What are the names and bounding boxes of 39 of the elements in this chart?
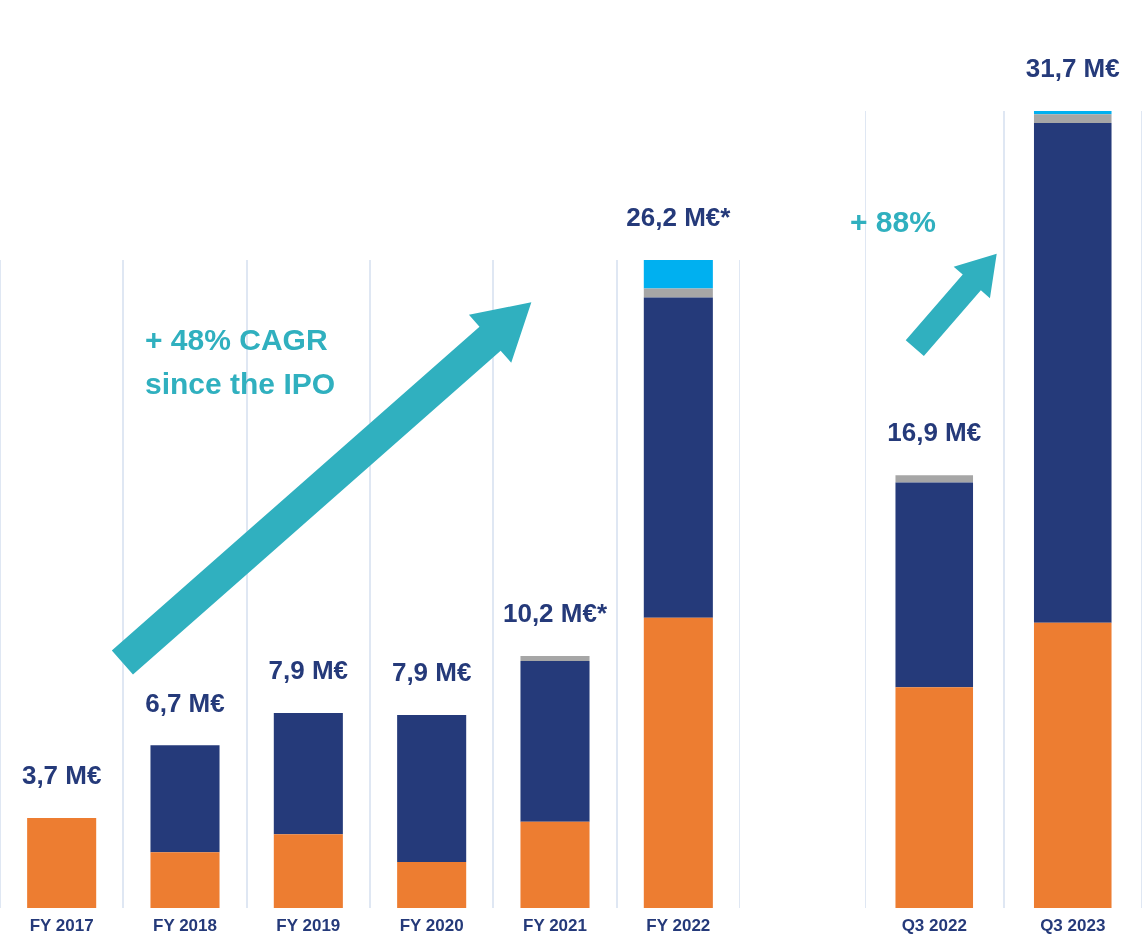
bar [273,834,343,908]
bar [397,714,467,862]
bar [1033,114,1112,123]
annotation: + 48% CAGR since the IPO [145,322,337,402]
annotation: 31,7 M€ [1025,53,1120,84]
x-tick-label: Q3 2022 [901,915,967,935]
bar [643,260,713,289]
bar [643,297,713,618]
annotation: 16,9 M€ [887,417,982,448]
x-tick-label: FY 2021 [523,915,587,935]
bar [27,817,97,908]
bar [1033,111,1112,115]
bar [1033,122,1112,623]
x-tick-label: FY 2019 [276,915,341,935]
bar [150,745,220,853]
bar [895,482,974,688]
annotation: 3,7 M€ [21,760,102,791]
bar [520,821,590,908]
x-tick-label: Q3 2023 [1040,915,1106,935]
bar [397,861,467,908]
bar [520,655,590,662]
bar [895,475,974,483]
x-tick-label: FY 2017 [29,915,94,935]
x-tick-label: FY 2020 [399,915,464,935]
annotation: 7,9 M€ [268,655,349,686]
bar [150,852,220,908]
x-tick-label: FY 2022 [646,915,711,935]
annotation: 6,7 M€ [145,687,225,718]
bar [1033,622,1112,908]
annotation: 26,2 M€* [626,202,732,233]
bar [643,617,713,908]
annotation: 10,2 M€* [502,598,608,629]
bar [520,661,590,822]
bar [643,288,713,298]
annotation: 7,9 M€ [391,657,472,688]
bar [273,712,343,835]
x-tick-label: FY 2018 [153,915,217,935]
bar [895,687,974,908]
annotation: + 88% [850,204,937,240]
